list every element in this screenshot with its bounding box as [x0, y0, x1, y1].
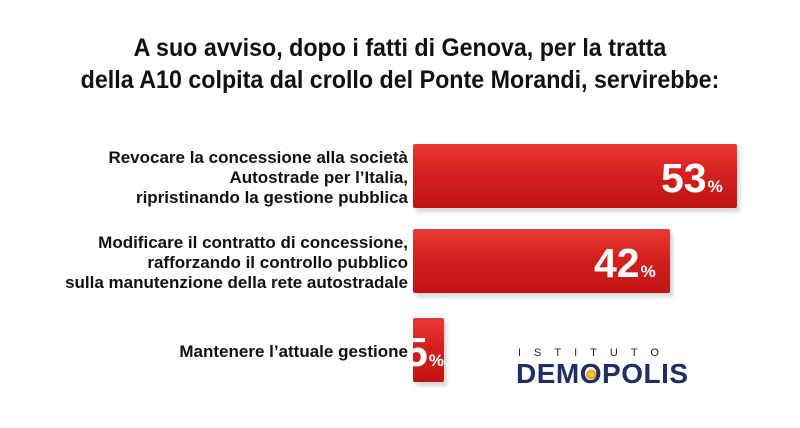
logo-wordmark: DEMOPOLIS: [516, 359, 722, 389]
category-label-line: sulla manutenzione della rete autostrada…: [65, 273, 408, 292]
logo-subtitle: ISTITUTO: [518, 347, 672, 359]
category-label-3: Mantenere l’attuale gestione: [179, 342, 408, 362]
category-label-1: Revocare la concessione alla società Auto…: [108, 148, 408, 208]
logo-wordmark-end: POLIS: [602, 358, 689, 389]
bar-value-number: 42: [594, 240, 640, 286]
bar-value-label-2: 42%: [594, 243, 656, 284]
chart-title-line-1: A suo avviso, dopo i fatti di Genova, pe…: [133, 34, 667, 62]
category-label-line: Autostrade per l’Italia,: [229, 168, 408, 187]
bar-value-number: 5: [405, 329, 428, 375]
bar-value-unit: %: [640, 262, 656, 281]
bar-value-number: 53: [661, 155, 707, 201]
bar-1: [413, 144, 737, 208]
bar-value-unit: %: [707, 177, 723, 196]
category-label-line: Modificare il contratto di concessione,: [98, 233, 408, 252]
demopolis-logo: ISTITUTO DEMOPOLIS: [516, 347, 722, 389]
category-label-line: Revocare la concessione alla società: [108, 148, 408, 167]
chart-title: A suo avviso, dopo i fatti di Genova, pe…: [28, 32, 772, 96]
bar-value-label-3: 5%: [405, 332, 444, 373]
bar-3: [413, 318, 444, 382]
bar-2: [413, 229, 670, 293]
chart-title-line-2: della A10 colpita dal crollo del Ponte M…: [80, 66, 720, 94]
bar-value-unit: %: [428, 351, 444, 370]
category-label-line: Mantenere l’attuale gestione: [179, 342, 408, 361]
category-label-line: ripristinando la gestione pubblica: [135, 188, 408, 207]
category-label-line: rafforzando il controllo pubblico: [147, 253, 408, 272]
logo-wordmark-start: DEM: [516, 358, 580, 389]
category-label-2: Modificare il contratto di concessione, r…: [65, 233, 408, 293]
logo-o-mark: O: [579, 358, 603, 389]
bar-value-label-1: 53%: [661, 158, 723, 199]
